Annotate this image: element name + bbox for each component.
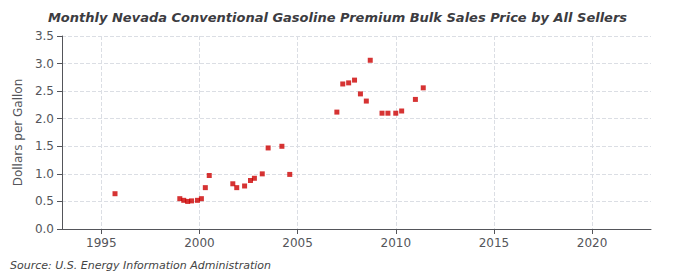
svg-text:Monthly Nevada Conventional Ga: Monthly Nevada Conventional Gasoline Pre… xyxy=(48,10,627,25)
svg-text:0.5: 0.5 xyxy=(35,194,54,208)
svg-text:Dollars per Gallon: Dollars per Gallon xyxy=(11,79,25,187)
svg-text:Source: U.S. Energy Informatio: Source: U.S. Energy Information Administ… xyxy=(10,259,271,272)
svg-text:2000: 2000 xyxy=(184,236,215,250)
svg-text:3.5: 3.5 xyxy=(35,29,54,43)
svg-text:2.0: 2.0 xyxy=(35,112,54,126)
svg-text:2015: 2015 xyxy=(479,236,510,250)
svg-text:2020: 2020 xyxy=(577,236,608,250)
svg-text:3.0: 3.0 xyxy=(35,57,54,71)
svg-text:1.0: 1.0 xyxy=(35,167,54,181)
svg-text:1995: 1995 xyxy=(86,236,117,250)
svg-text:0.0: 0.0 xyxy=(35,222,54,236)
svg-text:2005: 2005 xyxy=(282,236,313,250)
svg-text:2010: 2010 xyxy=(380,236,411,250)
svg-text:1.5: 1.5 xyxy=(35,139,54,153)
svg-text:2.5: 2.5 xyxy=(35,84,54,98)
